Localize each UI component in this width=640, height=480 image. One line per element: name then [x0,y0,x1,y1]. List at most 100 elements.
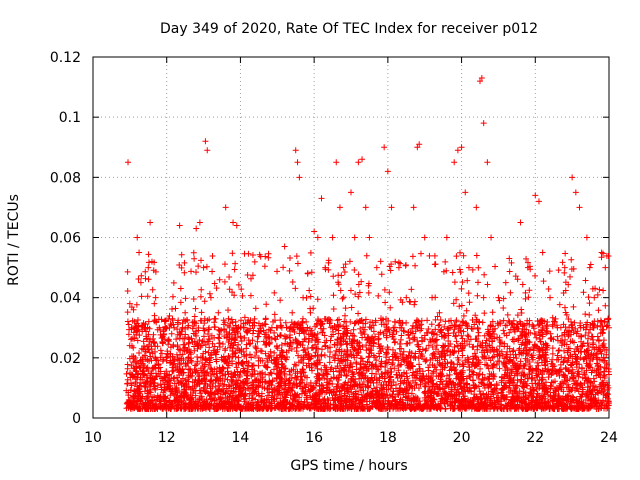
y-tick-label: 0.06 [50,231,81,247]
background-point [321,332,328,339]
background-point [220,357,227,364]
background-point [225,315,232,322]
background-point [167,405,174,412]
background-point [528,352,535,359]
background-point [262,321,269,328]
background-point [536,349,543,356]
background-point [511,328,518,335]
background-point [139,376,146,383]
background-point [586,300,593,307]
background-point [142,275,149,282]
background-point [441,333,448,340]
background-point [366,405,373,412]
background-point [286,267,293,274]
background-point [369,400,376,407]
background-point [282,382,289,389]
background-point [256,251,263,258]
background-point [454,342,461,349]
background-point [172,364,179,371]
background-point [400,327,407,334]
background-point [549,345,556,352]
background-point [143,328,150,335]
background-point [413,375,420,382]
background-point [201,315,208,322]
background-point [346,336,353,343]
background-point [216,331,223,338]
background-point [411,334,418,341]
background-point [152,343,159,350]
background-point [379,370,386,377]
background-point [194,377,201,384]
background-point [452,366,459,373]
background-point [464,381,471,388]
background-point [601,373,608,380]
background-point [494,347,501,354]
background-point [360,387,367,394]
background-point [486,381,493,388]
background-point [124,288,131,295]
background-point [144,356,151,363]
background-point [163,374,170,381]
background-point [214,346,221,353]
background-point [231,327,238,334]
background-point [300,328,307,335]
background-point [206,324,213,331]
background-point [229,345,236,352]
background-point [592,285,599,292]
background-point [397,340,404,347]
background-point [137,379,144,386]
background-point [523,405,530,412]
background-point [562,364,569,371]
background-point [192,362,199,369]
background-point [287,328,294,335]
background-point [375,394,382,401]
background-point [376,375,383,382]
background-point [134,327,141,334]
background-point [518,306,525,313]
background-point [475,329,482,336]
background-point [233,360,240,367]
background-point [393,371,400,378]
background-point [373,371,380,378]
background-point [222,345,229,352]
background-point [250,327,257,334]
background-point [600,357,607,364]
background-point [474,325,481,332]
background-point [469,377,476,384]
background-point [124,380,131,387]
background-point [241,314,248,321]
background-point [529,380,536,387]
background-point [527,362,534,369]
background-point [131,318,138,325]
background-point [261,362,268,369]
background-point [431,386,438,393]
background-point [152,354,159,361]
background-point [246,341,253,348]
background-point [365,354,372,361]
background-point [489,309,496,316]
background-point [229,289,236,296]
background-point [497,318,504,325]
background-point [460,312,467,319]
background-point [357,361,364,368]
background-point [194,353,201,360]
background-point [453,338,460,345]
background-point [488,401,495,408]
background-point [440,343,447,350]
background-point [278,347,285,354]
background-point [318,318,325,325]
background-point [333,347,340,354]
background-point [369,361,376,368]
background-point [577,332,584,339]
background-point [527,403,534,410]
background-point [243,345,250,352]
background-point [288,345,295,352]
background-point [182,325,189,332]
background-point [359,343,366,350]
background-point [464,332,471,339]
background-point [138,383,145,390]
background-point [335,374,342,381]
background-point [355,310,362,317]
background-point [159,377,166,384]
background-point [516,318,523,325]
